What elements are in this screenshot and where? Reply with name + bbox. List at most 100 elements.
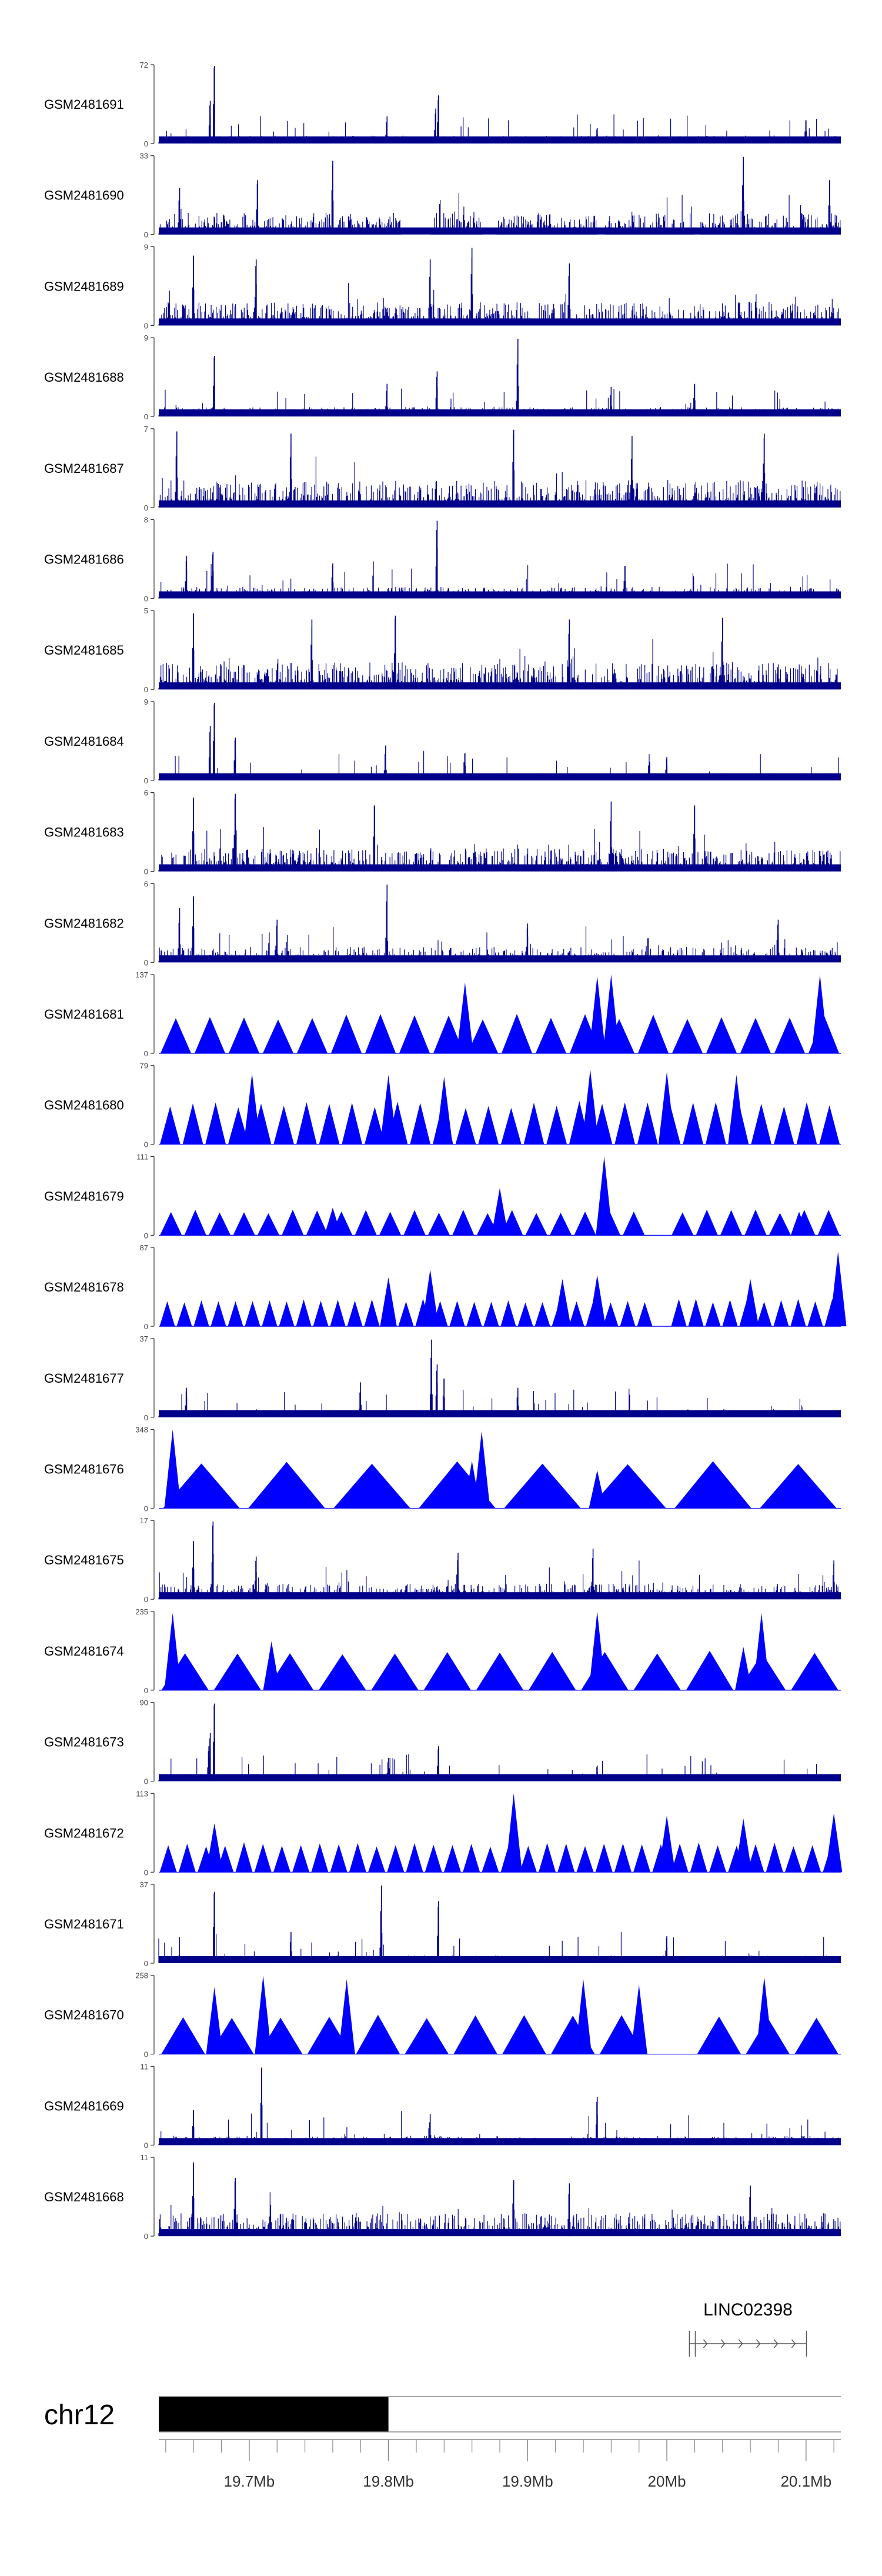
signal-tall-peak [380,1075,397,1144]
gene-strand-arrow [791,2339,796,2348]
signal-peak [576,1846,594,1873]
signal-tall-peak [589,1611,606,1690]
y-max-label: 37 [140,1880,148,1889]
signal-tall-peak [436,1076,453,1144]
y-min-label: 0 [144,1868,148,1877]
signal-peak [773,1106,794,1144]
y-min-label: 0 [144,1140,148,1149]
y-max-label: 113 [136,1789,148,1798]
signal-tall-peak [554,1279,571,1327]
signal-tall-peak [658,1815,676,1873]
signal-peak [502,2015,546,2054]
track-GSM2481668: GSM2481668 11 0 [44,2153,841,2241]
signal-bars [158,705,841,780]
signal-peak [696,1209,718,1236]
signal-peak [569,1301,584,1327]
signal-bars [158,530,841,599]
signal-tall-peak [596,1156,613,1236]
track-GSM2481681: GSM2481681 137 0 [44,970,841,1058]
signal-peak [529,1651,576,1690]
signal-peak [379,1212,402,1236]
signal-peak [674,1461,751,1509]
signal-peak [819,1105,840,1144]
track-label: GSM2481690 [44,188,124,203]
signal-peak [368,1846,386,1873]
signal-peak [614,1102,636,1144]
signal-tall-peak [263,1641,280,1690]
signal-peak [633,1653,681,1690]
y-max-label: 6 [144,879,148,888]
signal-peak [443,1845,461,1873]
signal-peak [403,1210,426,1236]
signal-peak [603,1302,619,1327]
signal-peak [740,1017,771,1053]
signal-peak [405,2018,449,2054]
y-min-label: 0 [144,958,148,967]
signal-peak [194,1017,226,1053]
signal-tall-peak [164,1613,181,1690]
y-max-label: 235 [135,1607,148,1616]
signal-peak [254,1844,272,1873]
chromosome-axis-track: chr12 19.7Mb 19.8Mb 19.9Mb 20Mb 20.1Mb [44,2396,841,2490]
gene-strand-arrow [756,2339,761,2348]
signal-peak [427,1213,450,1236]
signal-tall-peak [505,1793,522,1873]
signal-peak [333,1463,410,1509]
signal-peak [751,1103,772,1144]
signal-peak [774,1017,806,1053]
track-GSM2481674: GSM2481674 235 0 [44,1607,841,1695]
signal-tracks: GSM2481691720GSM2481690330GSM248168990GS… [44,61,847,2241]
signal-peak [706,1017,737,1053]
signal-peak [273,1105,295,1144]
y-min-label: 0 [144,1413,148,1422]
signal-peak [483,1302,499,1327]
y-min-label: 0 [144,685,148,694]
signal-peak [467,1019,499,1053]
signal-peak [794,2017,838,2054]
signal-peak [364,1299,380,1327]
y-max-label: 9 [144,698,148,706]
signal-peak [296,1018,328,1053]
signal-peak [449,1300,465,1327]
signal-peak [671,1212,694,1236]
y-max-label: 137 [135,970,148,979]
signal-peak [387,1845,405,1873]
y-min-label: 0 [144,1595,148,1604]
gene-strand-arrow [773,2339,779,2348]
signal-tall-peak [380,1277,397,1327]
signal-peak [213,1653,261,1690]
signal-tall-peak [582,1069,599,1144]
signal-peak [519,1846,537,1873]
y-max-label: 8 [144,516,148,525]
signal-peak [671,1843,689,1873]
y-min-label: 0 [144,139,148,148]
signal-peak [330,1844,348,1873]
signal-peak [399,1015,430,1053]
y-max-label: 11 [141,2153,149,2162]
signal-peak [769,1213,791,1236]
track-label: GSM2481687 [44,461,124,476]
signal-peak [296,1299,312,1327]
signal-peak [292,1845,310,1873]
signal-peak [589,1464,666,1509]
track-GSM2481686: GSM2481686 8 0 [44,516,841,603]
y-min-label: 0 [144,776,148,785]
signal-peak [262,1019,294,1053]
signal-peak [756,1302,772,1327]
signal-tall-peak [206,1823,223,1873]
signal-peak [211,1301,226,1327]
signal-peak [791,1653,838,1690]
y-max-label: 37 [140,1334,148,1343]
y-max-label: 258 [135,1971,148,1980]
y-max-label: 348 [135,1426,148,1434]
signal-tall-peak [324,1207,342,1236]
signal-peak [262,1300,278,1327]
y-max-label: 87 [140,1243,148,1252]
axis-tick-label: 19.7Mb [224,2472,275,2490]
y-min-label: 0 [144,2141,148,2150]
signal-tall-peak [630,1984,647,2054]
signal-peak [539,1843,556,1873]
track-label: GSM2481689 [44,279,124,293]
y-max-label: 17 [140,1516,148,1525]
track-label: GSM2481669 [44,2098,124,2113]
